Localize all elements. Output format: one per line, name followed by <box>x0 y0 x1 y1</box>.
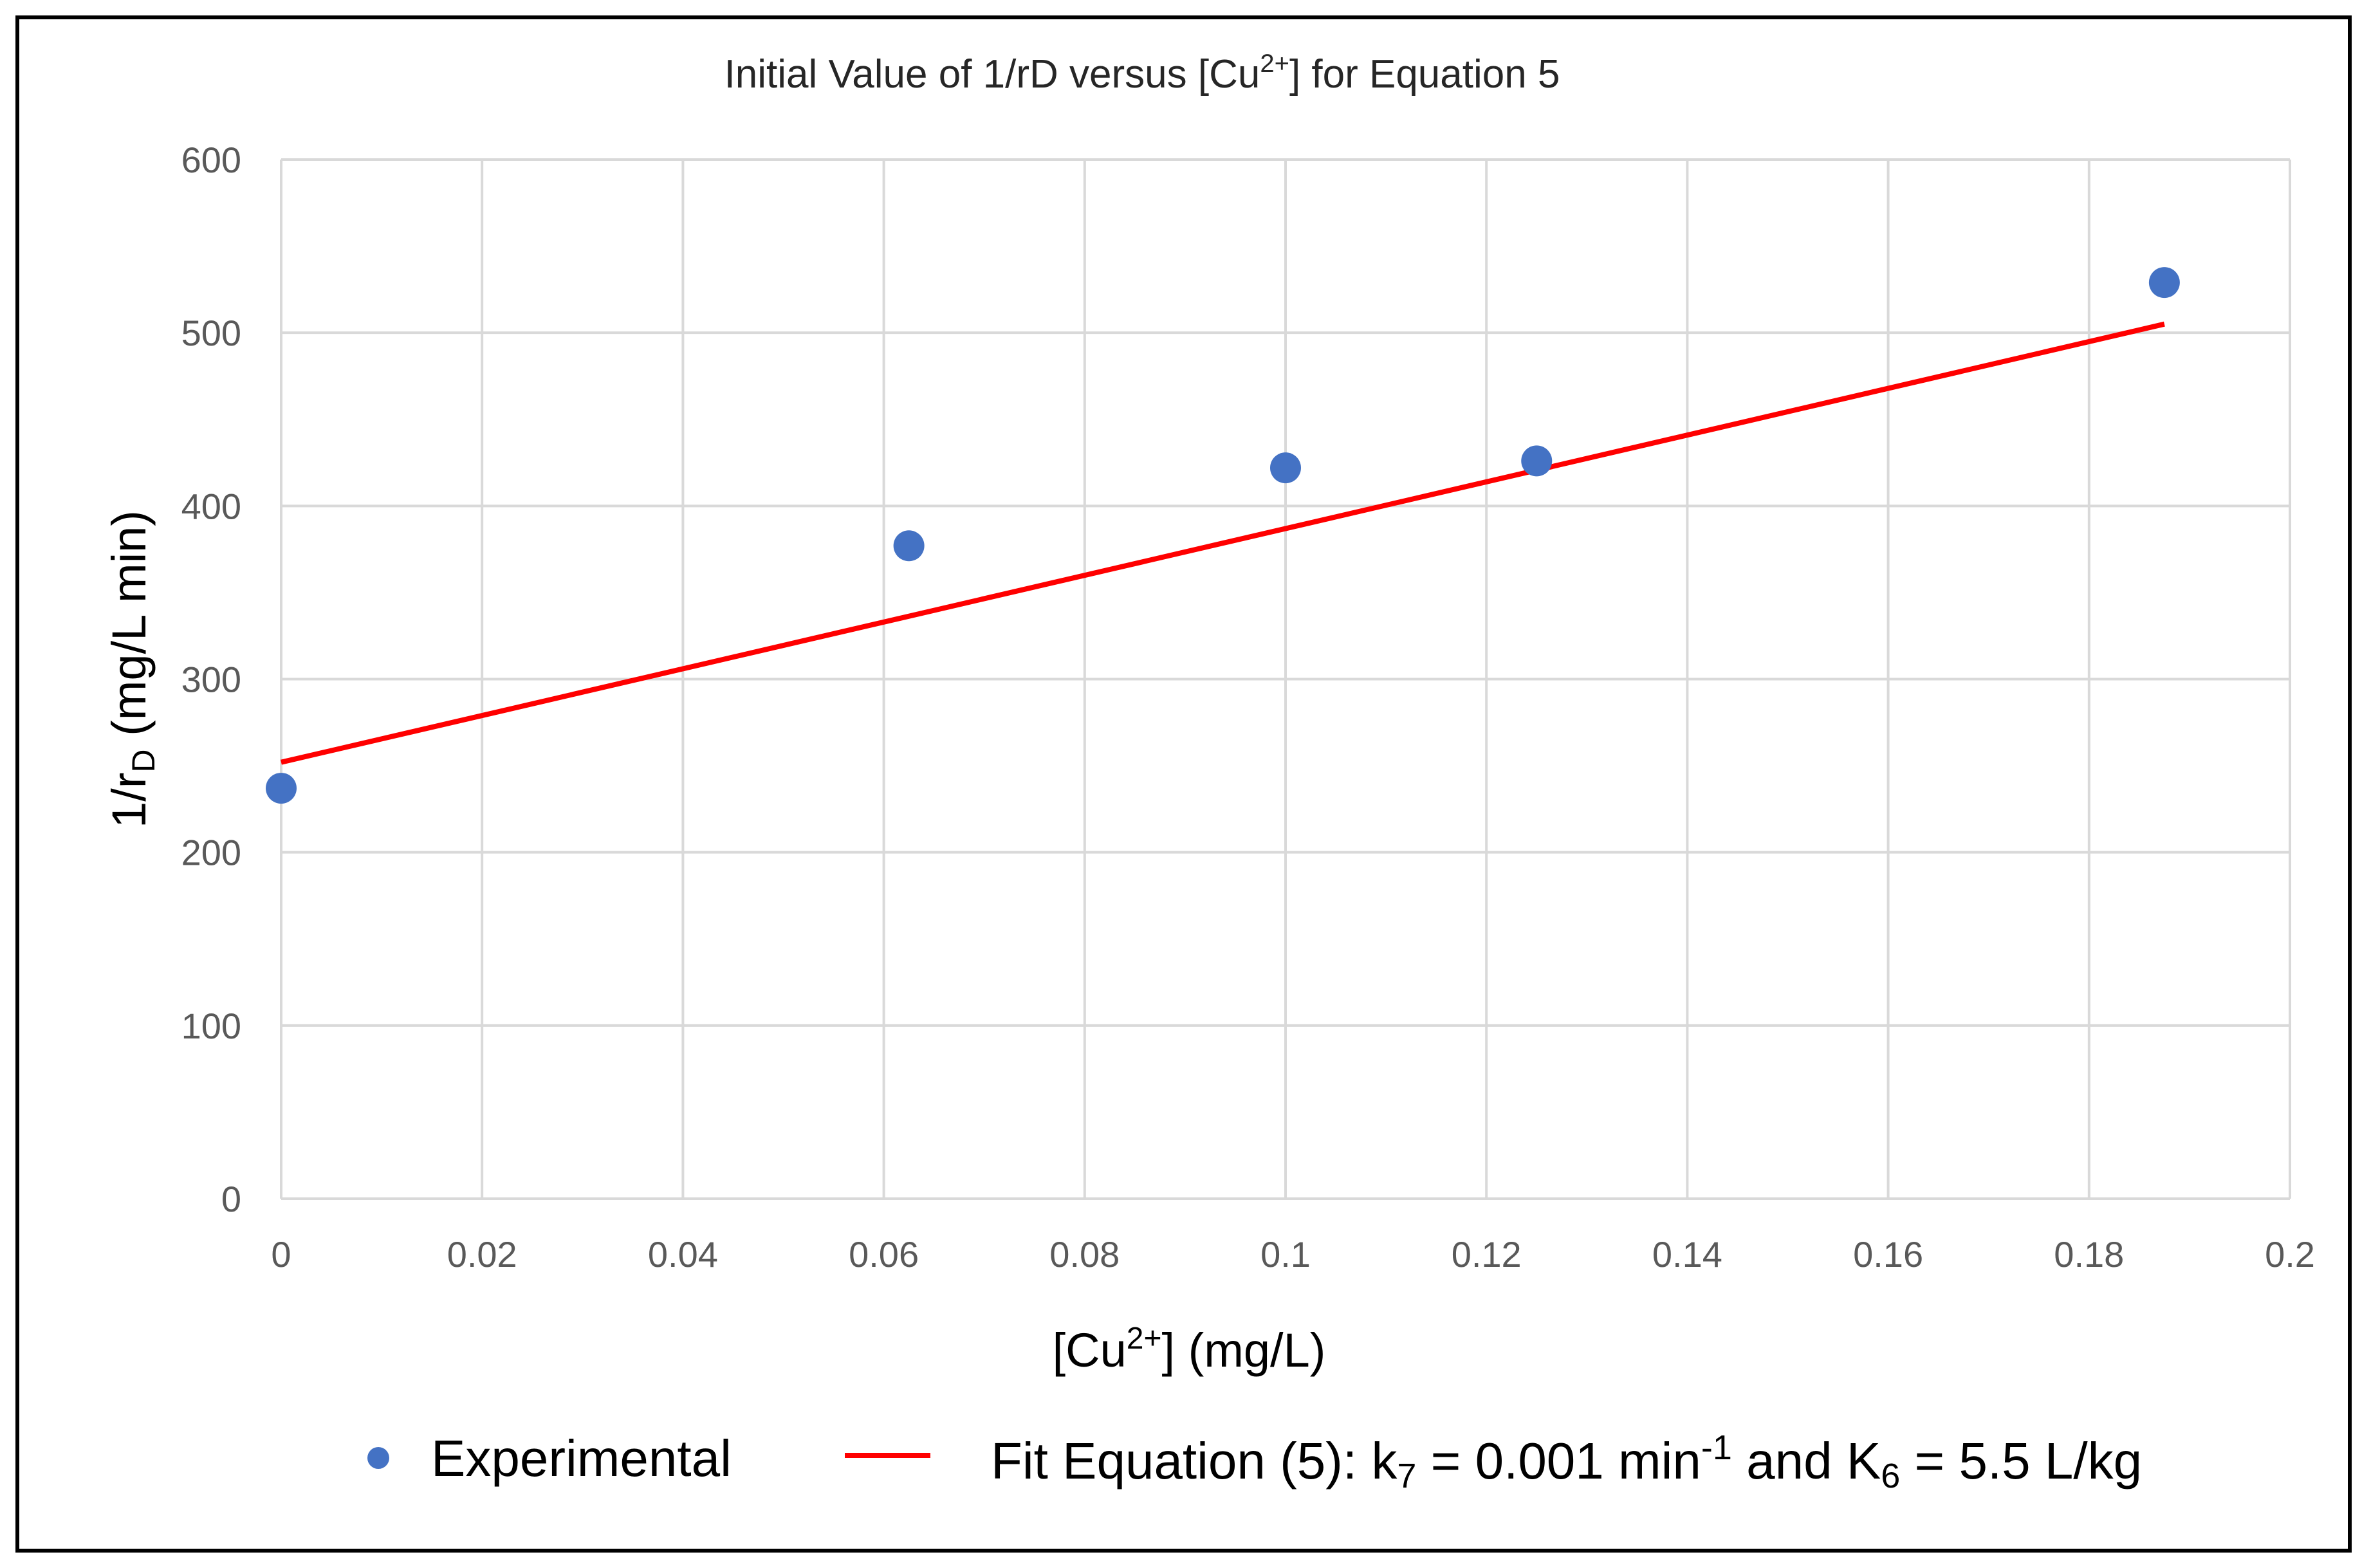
legend-label-fit: Fit Equation (5): k7 = 0.001 min-1 and K… <box>991 1428 2142 1495</box>
y-tick-labels: 0 100 200 300 400 500 600 <box>181 140 241 1219</box>
legend-fit-sub1: 7 <box>1397 1457 1416 1495</box>
x-tick-label-8: 0.16 <box>1853 1234 1923 1275</box>
legend-fit-sub2: 6 <box>1881 1457 1900 1495</box>
y-axis-label-end: (mg/L min) <box>102 510 156 749</box>
legend-marker-experimental <box>367 1447 389 1469</box>
x-tick-label-0: 0 <box>271 1234 291 1275</box>
y-tick-label-2: 200 <box>181 833 241 873</box>
x-tick-labels: 0 0.02 0.04 0.06 0.08 0.1 0.12 0.14 0.16 0.18 0.2 <box>271 1234 2315 1275</box>
experimental-point-0 <box>266 773 297 804</box>
x-tick-label-5: 0.1 <box>1260 1234 1311 1275</box>
grid-layer <box>280 158 2291 1200</box>
chart-title-main: Initial Value of 1/rD versus [Cu <box>724 52 1260 97</box>
y-tick-label-0: 0 <box>221 1179 241 1219</box>
legend-fit-part1: Fit Equation (5): k <box>991 1432 1398 1490</box>
x-tick-label-3: 0.06 <box>849 1234 919 1275</box>
x-tick-label-4: 0.08 <box>1049 1234 1120 1275</box>
x-axis-label-main: [Cu <box>1053 1324 1127 1377</box>
fit-line <box>281 321 2165 765</box>
series-layer <box>266 267 2180 804</box>
x-tick-label-9: 0.18 <box>2054 1234 2124 1275</box>
x-tick-label-6: 0.12 <box>1452 1234 1522 1275</box>
experimental-point-4 <box>2148 267 2180 299</box>
legend-label-experimental: Experimental <box>431 1430 732 1487</box>
experimental-point-1 <box>893 530 925 562</box>
y-tick-label-5: 500 <box>181 313 241 353</box>
legend: Experimental Fit Equation (5): k7 = 0.00… <box>367 1428 2142 1495</box>
chart-frame: Initial Value of 1/rD versus [Cu2+] for … <box>15 15 2352 1553</box>
y-axis-label: 1/rD (mg/L min) <box>102 510 161 828</box>
y-tick-label-3: 300 <box>181 659 241 700</box>
experimental-point-3 <box>1521 445 1553 477</box>
x-axis-label: [Cu2+] (mg/L) <box>1053 1322 1326 1377</box>
y-axis-label-sub: D <box>125 749 161 772</box>
x-tick-label-1: 0.02 <box>447 1234 517 1275</box>
legend-fit-part3: and K <box>1732 1432 1881 1490</box>
x-axis-label-sup: 2+ <box>1127 1322 1162 1356</box>
chart-title-end: ] for Equation 5 <box>1289 52 1560 97</box>
x-tick-label-7: 0.14 <box>1652 1234 1722 1275</box>
y-tick-label-4: 400 <box>181 486 241 526</box>
legend-fit-part4: = 5.5 L/kg <box>1900 1432 2142 1490</box>
x-tick-label-10: 0.2 <box>2265 1234 2315 1275</box>
x-tick-label-2: 0.04 <box>648 1234 718 1275</box>
experimental-point-2 <box>1270 452 1301 484</box>
legend-fit-part2: = 0.001 min <box>1416 1432 1701 1490</box>
chart-title: Initial Value of 1/rD versus [Cu2+] for … <box>724 50 1560 97</box>
y-tick-label-6: 600 <box>181 140 241 180</box>
y-axis-label-main: 1/r <box>102 773 156 828</box>
x-axis-label-end: ] (mg/L) <box>1161 1324 1325 1377</box>
chart-svg: Initial Value of 1/rD versus [Cu2+] for … <box>102 50 2315 1495</box>
legend-fit-sup: -1 <box>1701 1428 1732 1467</box>
chart-title-sup: 2+ <box>1260 50 1289 78</box>
y-tick-label-1: 100 <box>181 1006 241 1046</box>
